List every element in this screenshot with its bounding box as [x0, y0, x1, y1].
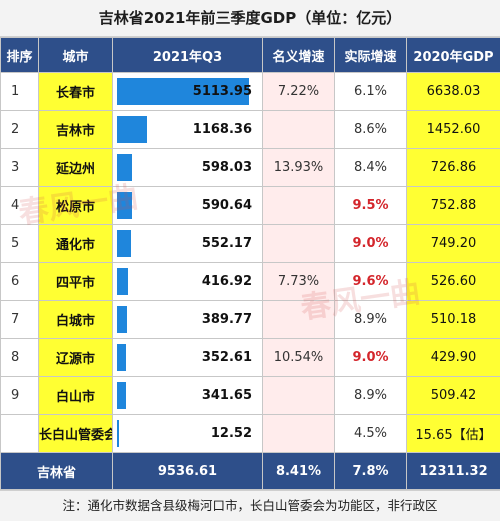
prev-gdp-cell: 526.60 — [407, 263, 500, 301]
city-cell: 长白山管委会 — [39, 415, 113, 453]
prev-gdp-cell: 726.86 — [407, 149, 500, 187]
prev-gdp-cell: 752.88 — [407, 187, 500, 225]
real-growth-cell: 8.4% — [335, 149, 407, 187]
real-growth-cell: 9.0% — [335, 339, 407, 377]
prev-gdp-cell: 509.42 — [407, 377, 500, 415]
gdp-cell: 12.52 — [113, 415, 263, 453]
city-cell: 长春市 — [39, 73, 113, 111]
total-real-growth: 7.8% — [335, 453, 407, 490]
city-cell: 延边州 — [39, 149, 113, 187]
gdp-cell: 590.64 — [113, 187, 263, 225]
real-growth-cell: 9.0% — [335, 225, 407, 263]
real-growth-cell: 9.6% — [335, 263, 407, 301]
header-rank: 排序 — [1, 38, 39, 73]
nominal-growth-cell — [263, 377, 335, 415]
rank-cell — [1, 415, 39, 453]
gdp-value: 1168.36 — [113, 122, 262, 137]
rank-cell: 1 — [1, 73, 39, 111]
gdp-cell: 598.03 — [113, 149, 263, 187]
footnote: 注：通化市数据含县级梅河口市，长白山管委会为功能区，非行政区 — [0, 490, 500, 521]
prev-gdp-cell: 429.90 — [407, 339, 500, 377]
gdp-value: 590.64 — [113, 198, 262, 213]
city-cell: 通化市 — [39, 225, 113, 263]
nominal-growth-cell: 13.93% — [263, 149, 335, 187]
gdp-cell: 341.65 — [113, 377, 263, 415]
city-cell: 辽源市 — [39, 339, 113, 377]
prev-gdp-cell: 6638.03 — [407, 73, 500, 111]
rank-cell: 6 — [1, 263, 39, 301]
real-growth-cell: 9.5% — [335, 187, 407, 225]
city-cell: 白山市 — [39, 377, 113, 415]
prev-gdp-cell: 749.20 — [407, 225, 500, 263]
gdp-value: 5113.95 — [113, 84, 262, 99]
header-gdp: 2021年Q3 — [113, 38, 263, 73]
chart-title: 吉林省2021年前三季度GDP（单位：亿元） — [0, 0, 500, 37]
nominal-growth-cell: 7.73% — [263, 263, 335, 301]
prev-gdp-cell: 510.18 — [407, 301, 500, 339]
gdp-value: 341.65 — [113, 388, 262, 403]
nominal-growth-cell: 7.22% — [263, 73, 335, 111]
gdp-cell: 5113.95 — [113, 73, 263, 111]
real-growth-cell: 4.5% — [335, 415, 407, 453]
city-cell: 吉林市 — [39, 111, 113, 149]
gdp-value: 12.52 — [113, 426, 262, 441]
header-prev-gdp: 2020年GDP — [407, 38, 500, 73]
real-growth-cell: 8.6% — [335, 111, 407, 149]
real-growth-cell: 6.1% — [335, 73, 407, 111]
total-city: 吉林省 — [1, 453, 113, 490]
header-real-growth: 实际增速 — [335, 38, 407, 73]
rank-cell: 7 — [1, 301, 39, 339]
gdp-cell: 416.92 — [113, 263, 263, 301]
nominal-growth-cell — [263, 225, 335, 263]
gdp-cell: 389.77 — [113, 301, 263, 339]
rank-cell: 4 — [1, 187, 39, 225]
gdp-value: 552.17 — [113, 236, 262, 251]
total-row: 吉林省 9536.61 8.41% 7.8% 12311.32 — [1, 453, 500, 490]
header-row: 排序 城市 2021年Q3 名义增速 实际增速 2020年GDP — [1, 38, 500, 73]
gdp-cell: 1168.36 — [113, 111, 263, 149]
gdp-value: 598.03 — [113, 160, 262, 175]
header-nominal-growth: 名义增速 — [263, 38, 335, 73]
gdp-value: 389.77 — [113, 312, 262, 327]
rank-cell: 8 — [1, 339, 39, 377]
header-city: 城市 — [39, 38, 113, 73]
gdp-value: 352.61 — [113, 350, 262, 365]
city-cell: 松原市 — [39, 187, 113, 225]
nominal-growth-cell — [263, 187, 335, 225]
gdp-cell: 352.61 — [113, 339, 263, 377]
nominal-growth-cell — [263, 415, 335, 453]
rank-cell: 9 — [1, 377, 39, 415]
total-prev-gdp: 12311.32 — [407, 453, 500, 490]
city-cell: 四平市 — [39, 263, 113, 301]
gdp-value: 416.92 — [113, 274, 262, 289]
nominal-growth-cell — [263, 301, 335, 339]
real-growth-cell: 8.9% — [335, 301, 407, 339]
nominal-growth-cell — [263, 111, 335, 149]
nominal-growth-cell: 10.54% — [263, 339, 335, 377]
total-nominal-growth: 8.41% — [263, 453, 335, 490]
rank-cell: 5 — [1, 225, 39, 263]
total-gdp: 9536.61 — [113, 453, 263, 490]
prev-gdp-cell: 15.65【估】 — [407, 415, 500, 453]
prev-gdp-cell: 1452.60 — [407, 111, 500, 149]
gdp-cell: 552.17 — [113, 225, 263, 263]
rank-cell: 2 — [1, 111, 39, 149]
real-growth-cell: 8.9% — [335, 377, 407, 415]
rank-cell: 3 — [1, 149, 39, 187]
city-cell: 白城市 — [39, 301, 113, 339]
